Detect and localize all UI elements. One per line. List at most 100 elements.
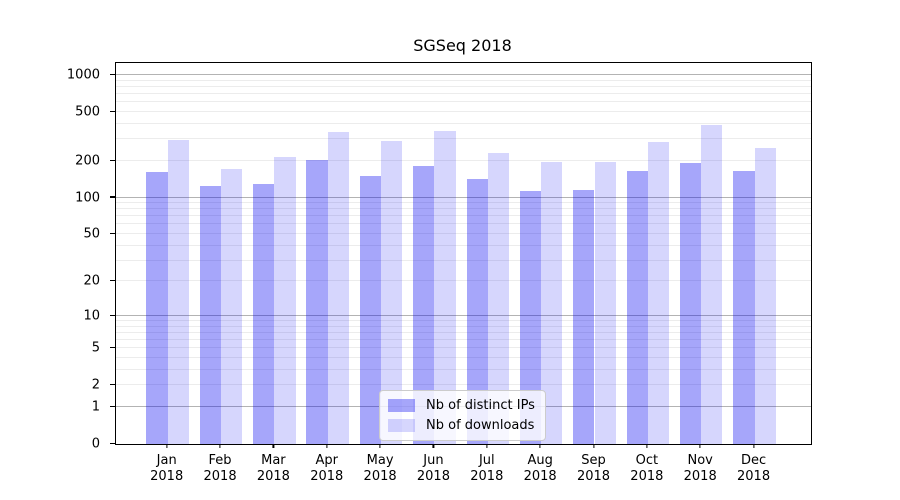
bar-nb-of-distinct-ips-jul-2018 [466,179,488,444]
bar-nb-of-downloads-may-2018 [381,141,403,444]
y-tick-label-1: 1 [91,399,100,415]
x-tick-label-nov-2018: Nov 2018 [683,453,717,484]
gridline-minor [116,339,811,341]
gridline-minor [116,331,811,333]
gridline-minor [116,215,811,217]
x-tick [166,444,168,448]
y-tick-label-100: 100 [75,190,100,206]
bar-nb-of-distinct-ips-mar-2018 [253,183,275,444]
y-tick-label-500: 500 [75,104,100,120]
bar-nb-of-downloads-nov-2018 [701,124,723,444]
y-tick-label-10: 10 [83,308,100,324]
bar-nb-of-distinct-ips-apr-2018 [306,160,328,444]
gridline-minor [116,233,811,235]
x-tick-label-mar-2018: Mar 2018 [256,453,290,484]
y-tick-label-2: 2 [91,377,100,393]
y-tick-label-50: 50 [83,226,100,242]
bar-nb-of-distinct-ips-dec-2018 [733,171,755,444]
bar-nb-of-distinct-ips-feb-2018 [199,186,222,444]
y-tick [110,347,115,349]
chart-title: SGSeq 2018 [413,36,512,55]
x-tick [539,444,541,448]
gridline-minor [116,93,811,95]
bar-nb-of-downloads-jan-2018 [167,140,189,444]
bar-nb-of-distinct-ips-aug-2018 [519,191,542,444]
gridline-minor [116,244,811,246]
bar-nb-of-downloads-mar-2018 [274,157,296,444]
x-tick-label-apr-2018: Apr 2018 [310,453,344,484]
x-tick-label-aug-2018: Aug 2018 [523,453,557,484]
gridline-minor [116,122,811,124]
y-tick-label-0: 0 [91,436,100,452]
y-tick-label-5: 5 [91,340,100,356]
gridline-minor [116,138,811,140]
x-tick-label-oct-2018: Oct 2018 [630,453,664,484]
gridline-minor [116,101,811,103]
bar-nb-of-downloads-jun-2018 [434,131,456,444]
y-tick [110,110,115,112]
gridline-minor [116,357,811,359]
x-tick [752,444,755,448]
x-tick [219,444,221,448]
x-tick [486,444,488,448]
x-axis: Jan 2018 Feb 2018 Mar 2018 Apr 2018 May 2018… [115,444,810,496]
bar-nb-of-distinct-ips-jan-2018 [146,171,168,444]
gridline-minor [116,320,811,322]
x-tick-label-jun-2018: Jun 2018 [416,453,450,484]
gridline-minor [116,280,811,282]
legend: Nb of distinct IPs Nb of downloads [379,390,546,441]
gridline-minor [116,111,811,112]
x-tick [592,444,595,448]
bar-nb-of-distinct-ips-nov-2018 [679,162,702,444]
plot-area: Nb of distinct IPs Nb of downloads [115,62,812,445]
bar-nb-of-distinct-ips-sep-2018 [573,189,595,444]
y-tick [110,232,115,235]
gridline-major [116,314,811,316]
y-tick [110,405,115,407]
y-tick [110,442,115,444]
y-tick [110,280,115,282]
x-tick [326,444,328,448]
gridline-minor [116,259,811,261]
legend-swatch-distinct-ips [388,399,415,412]
bar-nb-of-distinct-ips-may-2018 [359,176,382,444]
x-tick-label-dec-2018: Dec 2018 [737,453,771,484]
y-tick [110,384,115,386]
x-tick [432,444,435,448]
gridline-minor [116,85,811,87]
gridline-minor [116,325,811,327]
bar-nb-of-downloads-feb-2018 [221,169,243,444]
bar-nb-of-distinct-ips-oct-2018 [626,171,648,444]
x-tick [699,444,701,448]
bar-nb-of-downloads-dec-2018 [754,147,776,444]
y-axis: 0 1 2 5 10 20 50 100 200 500 1000 [0,63,115,451]
y-tick-label-20: 20 [83,273,100,289]
x-tick-label-jan-2018: Jan 2018 [150,453,184,484]
bar-nb-of-downloads-apr-2018 [327,132,350,444]
y-tick [110,314,115,316]
x-tick-label-may-2018: May 2018 [363,453,397,484]
gridline-minor [116,384,811,386]
y-tick [110,73,115,76]
x-tick [646,444,648,448]
y-tick [110,196,115,198]
gridline-major [116,74,811,76]
legend-label-distinct-ips: Nb of distinct IPs [426,398,535,413]
gridline-minor [116,159,811,161]
gridline-minor [116,223,811,225]
gridline-minor [116,347,811,349]
x-tick [272,444,274,448]
x-tick-label-feb-2018: Feb 2018 [203,453,237,484]
bar-nb-of-downloads-aug-2018 [541,161,563,444]
x-tick-label-jul-2018: Jul 2018 [470,453,504,484]
y-tick-label-1000: 1000 [66,67,100,83]
legend-item-downloads: Nb of downloads [388,418,535,433]
x-tick-label-sep-2018: Sep 2018 [576,453,611,484]
y-tick-label-200: 200 [75,153,100,169]
gridline-major [116,196,811,198]
gridline-minor [116,368,811,370]
gridline-minor [116,208,811,210]
bar-nb-of-downloads-oct-2018 [647,142,670,444]
bar-nb-of-downloads-sep-2018 [594,162,616,444]
